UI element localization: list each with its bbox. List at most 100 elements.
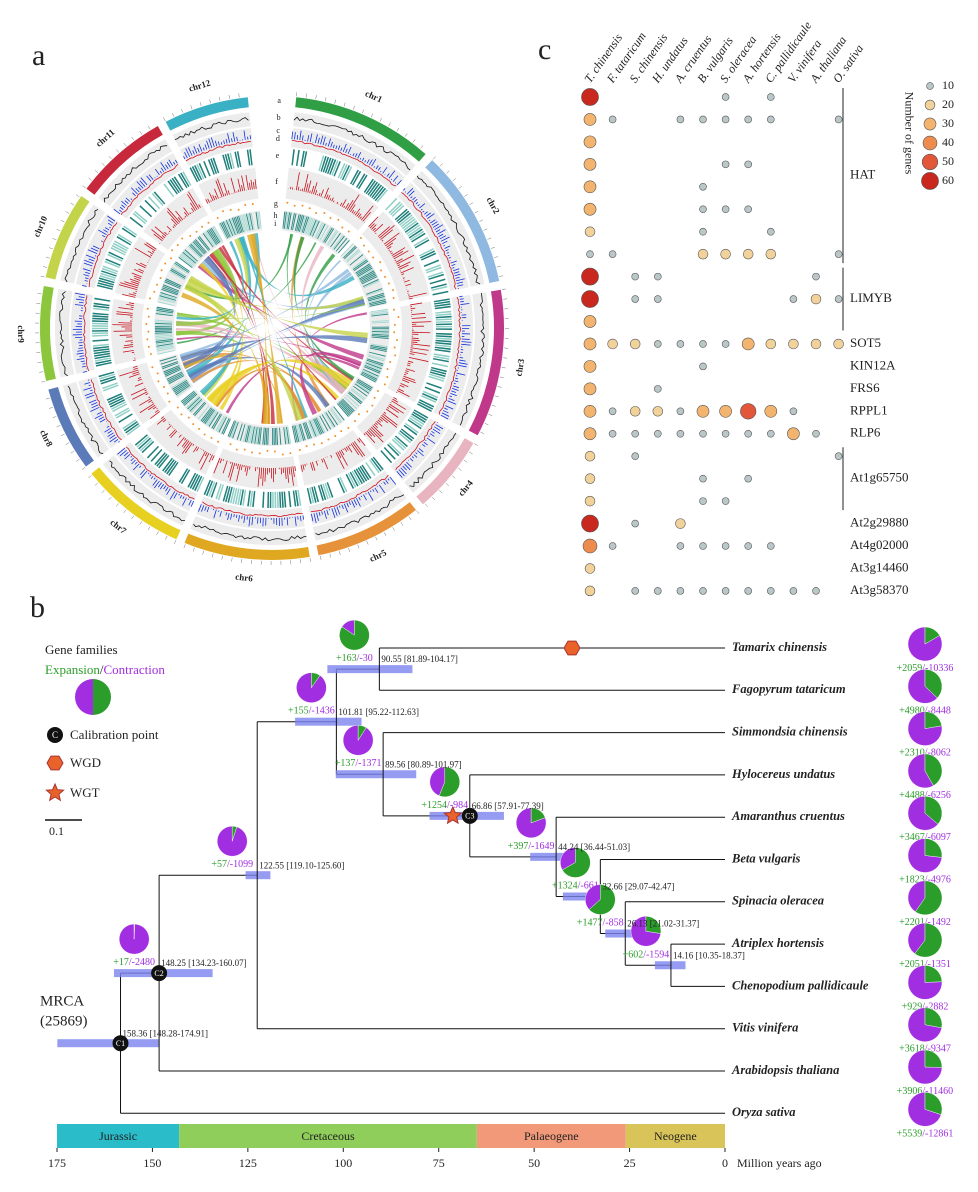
pie-expansion xyxy=(924,838,943,858)
track-heatmap xyxy=(99,373,141,436)
bubble xyxy=(584,226,596,237)
bubble xyxy=(652,406,664,417)
bubble xyxy=(719,404,732,418)
track-heatmap xyxy=(344,382,371,410)
track-line xyxy=(59,291,68,377)
bubble xyxy=(789,295,798,303)
pie-label: +163/-30 xyxy=(336,653,373,664)
track-letter: e xyxy=(276,151,280,160)
bubble xyxy=(699,429,707,438)
node-age-label: 89.56 [80.89-101.97] xyxy=(385,759,462,769)
pie-expansion xyxy=(915,880,943,915)
synteny-link xyxy=(306,259,344,394)
expansion-count: +57 xyxy=(211,859,227,870)
chromosome-ticks xyxy=(320,510,420,560)
track-heatmap xyxy=(157,264,189,307)
bubble xyxy=(699,340,707,348)
bubble xyxy=(608,429,617,438)
legend-expansion: Expansion xyxy=(45,662,100,677)
contraction-count: /-6097 xyxy=(925,832,951,843)
track-heatmap xyxy=(179,226,223,267)
gene-label: At4g02000 xyxy=(850,537,909,552)
track-background xyxy=(404,428,461,493)
track-background xyxy=(180,389,232,436)
track-heatmap xyxy=(96,227,136,290)
track-heatmap xyxy=(285,212,344,249)
bubble xyxy=(654,295,662,303)
track-histogram xyxy=(183,130,251,160)
gene-label: At1g65750 xyxy=(850,470,909,485)
bubble xyxy=(584,473,596,484)
track-heatmap xyxy=(385,197,448,291)
gene-label: At2g29880 xyxy=(850,515,909,530)
track-background xyxy=(190,516,308,545)
bubble xyxy=(654,340,662,348)
pie-label: +2051/-1351 xyxy=(899,959,951,970)
track-line xyxy=(439,296,462,415)
pie-label: +602/-1594 xyxy=(623,950,670,961)
contraction-count: /-30 xyxy=(357,653,373,664)
track-histogram xyxy=(368,216,427,300)
track-background xyxy=(293,112,416,176)
bubble xyxy=(699,362,707,371)
track-heatmap xyxy=(208,481,302,508)
track-line xyxy=(64,209,99,283)
bubble xyxy=(608,250,617,258)
synteny-link xyxy=(181,292,268,424)
x-tick-label: 50 xyxy=(528,1156,540,1170)
track-line xyxy=(401,192,457,290)
bubble xyxy=(583,315,597,328)
bubble xyxy=(675,518,686,529)
pie-expansion xyxy=(339,619,370,651)
bubble xyxy=(654,429,662,438)
x-tick-label: 100 xyxy=(334,1156,352,1170)
pie-label: +3618/-9347 xyxy=(899,1044,951,1055)
legend-bubble xyxy=(926,82,934,90)
contraction-count: /-984 xyxy=(447,800,468,811)
bubble xyxy=(767,227,775,236)
legend-bubble xyxy=(921,153,939,171)
bubble xyxy=(767,542,775,550)
track-background xyxy=(60,204,106,284)
bubble xyxy=(744,115,752,124)
expansion-count: +155 xyxy=(288,706,309,717)
legend-calibration xyxy=(47,727,63,743)
period-label: Cretaceous xyxy=(301,1129,355,1143)
calibration-point xyxy=(151,965,168,982)
contraction-count: /-1492 xyxy=(925,917,951,928)
contraction-count: /-8062 xyxy=(925,748,951,759)
bubble xyxy=(699,474,707,483)
bubble xyxy=(583,382,597,396)
track-heatmap xyxy=(318,155,388,203)
taxon-label: Arabidopsis thaliana xyxy=(731,1063,839,1077)
chromosome-ticks xyxy=(88,475,177,545)
legend-label: 40 xyxy=(942,135,954,149)
bubble xyxy=(721,497,730,505)
synteny-link xyxy=(246,234,283,424)
chromosome-arc xyxy=(468,289,504,436)
synteny-link xyxy=(207,255,270,424)
bubble xyxy=(721,340,730,348)
track-background xyxy=(116,362,168,425)
period-band xyxy=(179,1124,477,1148)
contraction-count: /-10336 xyxy=(922,663,953,674)
gene-label: At3g14460 xyxy=(850,559,909,574)
pie-label: +397/-1649 xyxy=(508,841,555,852)
chromosome-arc xyxy=(40,285,56,381)
bubble xyxy=(765,248,777,260)
bubble xyxy=(654,272,662,281)
x-tick-label: 0 xyxy=(722,1156,728,1170)
legend-wgt xyxy=(45,782,65,802)
pie-expansion xyxy=(133,923,135,940)
legend-bubble xyxy=(922,135,938,151)
track-letter: f xyxy=(275,177,278,186)
track-background xyxy=(110,298,146,365)
pie-label: +4980/-8448 xyxy=(899,706,951,717)
synteny-link xyxy=(188,275,368,339)
contraction-count: /-1436 xyxy=(309,706,335,717)
period-label: Palaeogene xyxy=(524,1129,579,1143)
track-line xyxy=(88,222,118,288)
taxon-label: Vitis vinifera xyxy=(732,1021,798,1035)
synteny-link xyxy=(293,236,355,380)
